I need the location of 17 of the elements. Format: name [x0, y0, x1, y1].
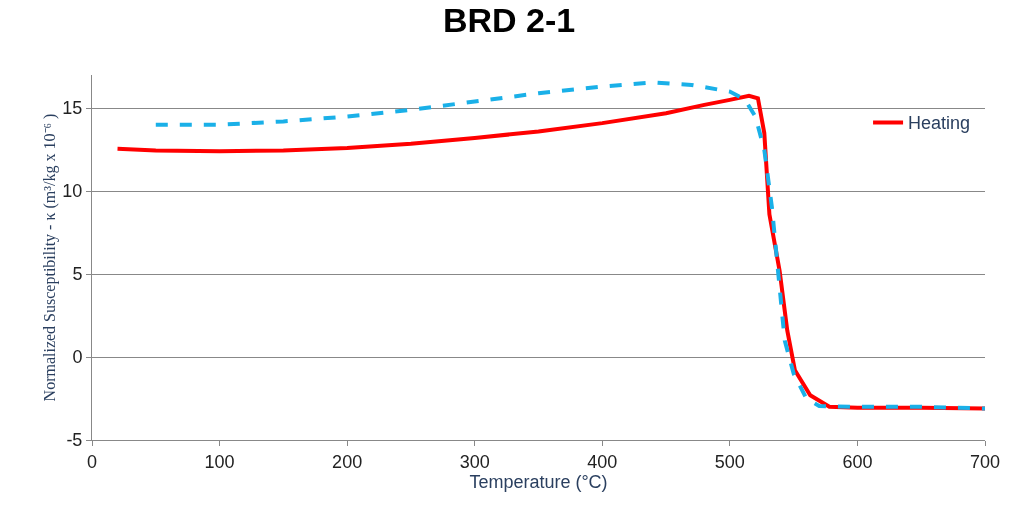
y-tick-label: -5 [66, 430, 83, 451]
x-tick-label: 400 [587, 451, 618, 472]
y-axis-title: Normalized Susceptibility - κ (m³/kg x 10⁻⁶ ) [41, 113, 60, 402]
y-tick-label: 15 [62, 98, 83, 119]
y-tick-label: 5 [72, 264, 83, 285]
x-tick-label: 700 [969, 451, 1001, 472]
y-tick-label: 0 [72, 347, 83, 368]
x-tick-label: 500 [714, 451, 745, 472]
x-axis-title: Temperature (°C) [469, 471, 608, 492]
chart-title: BRD 2-1 [442, 0, 576, 39]
x-tick-label: 600 [842, 451, 873, 472]
x-tick-label: 0 [86, 451, 98, 472]
x-tick-label: 100 [204, 451, 235, 472]
x-tick-label: 300 [459, 451, 490, 472]
legend-label: Heating [908, 113, 971, 134]
x-tick-label: 200 [332, 451, 363, 472]
y-tick-label: 10 [62, 181, 83, 202]
